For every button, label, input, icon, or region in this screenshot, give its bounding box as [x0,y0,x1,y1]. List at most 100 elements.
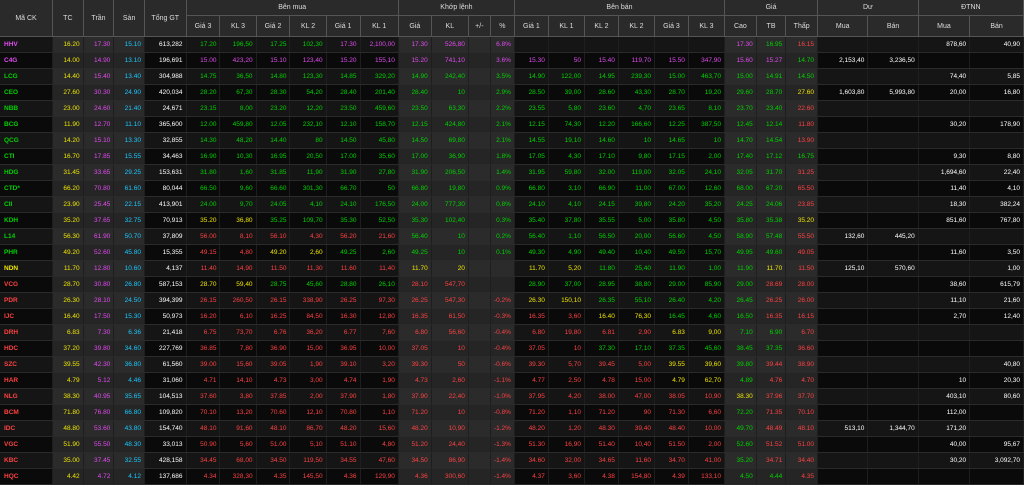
symbol-cell[interactable]: HAR [0,372,54,389]
board-row[interactable]: KBC 35.00 37.45 32.55 428,158 34.45 68,00 34.50… [0,452,1024,469]
symbol-cell[interactable]: NBB [0,100,54,117]
board-row[interactable]: BCM 71.80 76.80 66.80 109,820 70.10 13,20 70.60… [0,404,1024,421]
col-ceiling[interactable]: Trần [83,0,115,37]
bid-price-cell: 37.60 [186,388,221,405]
symbol-cell[interactable]: L14 [0,228,54,245]
symbol-cell[interactable]: C4G [0,52,54,69]
symbol-cell[interactable]: PDR [0,292,54,309]
symbol-cell[interactable]: HQC [0,468,54,485]
col-ask-price-1[interactable]: Giá 1 [514,15,549,37]
board-row[interactable]: QCG 14.20 15.10 13.30 32,855 14.30 48,20 14.40 8… [0,132,1024,149]
board-row[interactable]: HDG 31.45 33.65 29.25 153,631 31.80 1,60 31.85 1… [0,164,1024,181]
bid-vol-cell: 4,10 [289,196,327,213]
col-ask-vol-3[interactable]: KL 3 [688,15,726,37]
col-remain-sell[interactable]: Bán [867,15,919,37]
symbol-cell[interactable]: CEO [0,84,54,101]
col-floor[interactable]: Sàn [113,0,145,37]
symbol-cell[interactable]: SZC [0,356,54,373]
remain-buy-cell [817,276,869,293]
col-total-value[interactable]: Tổng GT [144,0,187,37]
symbol-cell[interactable]: BCG [0,116,54,133]
bid-vol-cell: 7,80 [219,340,257,357]
symbol-cell[interactable]: BCM [0,404,54,421]
bid-price-cell: 16.95 [256,148,291,165]
ask-vol-cell: 4,30 [548,148,585,165]
symbol-cell[interactable]: QCG [0,132,54,149]
col-bid-vol-1[interactable]: KL 1 [360,15,399,37]
col-match-price[interactable]: Giá [398,15,432,37]
board-row[interactable]: SZC 39.55 42.30 36.80 61,560 39.00 15,60 39.05 1… [0,356,1024,373]
board-row[interactable]: NDN 11.70 12.80 10.60 4,137 11.40 14,90 11.50 11… [0,260,1024,277]
board-row[interactable]: HHV 16.20 17.30 15.10 613,282 17.20 196,50 17.2… [0,36,1024,53]
match-change-cell [468,164,491,181]
symbol-cell[interactable]: HHV [0,36,54,53]
board-row[interactable]: CEO 27.60 30.30 24.90 420,034 28.20 67,30 28.30… [0,84,1024,101]
bid-price-cell: 35.30 [326,212,361,229]
board-row[interactable]: NLG 38.30 40.95 35.65 104,513 37.60 3,80 37.85 2… [0,388,1024,405]
symbol-cell[interactable]: KBC [0,452,54,469]
board-row[interactable]: PHR 49.20 52.60 45.80 15,355 49.15 4,80 49.20 2,… [0,244,1024,261]
match-pct-cell: -0.2% [490,292,515,309]
col-avg[interactable]: TB [756,15,787,37]
col-foreign-buy[interactable]: Mua [918,15,971,37]
symbol-cell[interactable]: DRH [0,324,54,341]
col-match-vol[interactable]: KL [431,15,469,37]
board-row[interactable]: KDH 35.20 37.65 32.75 70,913 35.20 36,80 35.25 1… [0,212,1024,229]
board-row[interactable]: HDC 37.20 39.80 34.60 227,769 36.85 7,80 36.90 1… [0,340,1024,357]
symbol-cell[interactable]: LCG [0,68,54,85]
col-ask-vol-2[interactable]: KL 2 [618,15,655,37]
symbol-cell[interactable]: CII [0,196,54,213]
board-row[interactable]: C4G 14.00 14.90 13.10 196,691 15.00 423,20 15.1… [0,52,1024,69]
col-ask-price-3[interactable]: Giá 3 [654,15,689,37]
col-remain-buy[interactable]: Mua [817,15,869,37]
board-row[interactable]: VCG 28.70 30.80 26.80 587,153 28.70 59,40 28.75… [0,276,1024,293]
col-ask-vol-1[interactable]: KL 1 [548,15,585,37]
board-row[interactable]: NBB 23.00 24.60 21.40 24,671 23.15 8,00 23.20 12… [0,100,1024,117]
symbol-cell[interactable]: IJC [0,308,54,325]
col-symbol[interactable]: Mã CK [0,0,54,37]
symbol-cell[interactable]: VCG [0,276,54,293]
symbol-cell[interactable]: HDG [0,164,54,181]
board-row[interactable]: HAR 4.79 5.12 4.46 31,060 4.71 14,10 4.73 3,00 4.… [0,372,1024,389]
symbol-cell[interactable]: PHR [0,244,54,261]
col-bid-price-1[interactable]: Giá 1 [326,15,361,37]
symbol-cell[interactable]: IDC [0,420,54,437]
board-row[interactable]: IJC 16.40 17.50 15.30 50,973 16.20 6,10 16.25 84… [0,308,1024,325]
col-foreign-sell[interactable]: Bán [969,15,1024,37]
high-cell: 4.50 [724,468,757,485]
col-match-pct[interactable]: % [490,15,515,37]
ask-price-cell: 23.65 [654,100,689,117]
col-ref[interactable]: TC [52,0,84,37]
board-row[interactable]: BCG 11.90 12.70 11.10 365,600 12.00 459,80 12.0… [0,116,1024,133]
board-row[interactable]: L14 56.30 61.90 50.70 37,809 56.00 8,10 56.10 4,… [0,228,1024,245]
board-row[interactable]: PDR 26.30 28.10 24.50 394,399 26.15 260,50 26.1… [0,292,1024,309]
col-high[interactable]: Cao [724,15,757,37]
symbol-cell[interactable]: NLG [0,388,54,405]
board-row[interactable]: LCG 14.40 15.40 13.40 304,988 14.75 36,50 14.80… [0,68,1024,85]
symbol-cell[interactable]: KDH [0,212,54,229]
board-row[interactable]: IDC 48.80 53.60 43.80 154,740 48.10 91,60 48.10… [0,420,1024,437]
board-row[interactable]: CTI 16.70 17.85 15.55 34,463 16.90 10,30 16.95 2… [0,148,1024,165]
avg-cell: 28.70 [756,84,787,101]
col-bid-price-2[interactable]: Giá 2 [256,15,291,37]
low-cell: 16.15 [785,308,819,325]
ask-price-cell: 49.50 [654,244,689,261]
ref-price-cell: 14.20 [52,132,84,149]
board-row[interactable]: CII 23.90 25.45 22.15 413,901 24.00 9,70 24.05 4… [0,196,1024,213]
symbol-cell[interactable]: CTD* [0,180,54,197]
board-row[interactable]: DRH 6.83 7.30 6.36 21,418 6.75 73,70 6.76 36,20 6… [0,324,1024,341]
board-row[interactable]: HQC 4.42 4.72 4.12 137,686 4.34 328,30 4.35 145,… [0,468,1024,485]
col-bid-vol-2[interactable]: KL 2 [289,15,327,37]
col-match-change[interactable]: +/- [468,15,491,37]
col-bid-vol-3[interactable]: KL 3 [219,15,257,37]
col-low[interactable]: Thấp [785,15,819,37]
low-cell: 16.75 [785,148,819,165]
board-row[interactable]: CTD* 66.20 70.80 61.60 80,044 66.50 9,60 66.60 3… [0,180,1024,197]
symbol-cell[interactable]: NDN [0,260,54,277]
symbol-cell[interactable]: CTI [0,148,54,165]
bid-vol-cell: 3,00 [289,372,327,389]
match-pct-cell: -0.3% [490,308,515,325]
col-bid-price-3[interactable]: Giá 3 [186,15,221,37]
symbol-cell[interactable]: HDC [0,340,54,357]
col-ask-price-2[interactable]: KL 2 [584,15,619,37]
